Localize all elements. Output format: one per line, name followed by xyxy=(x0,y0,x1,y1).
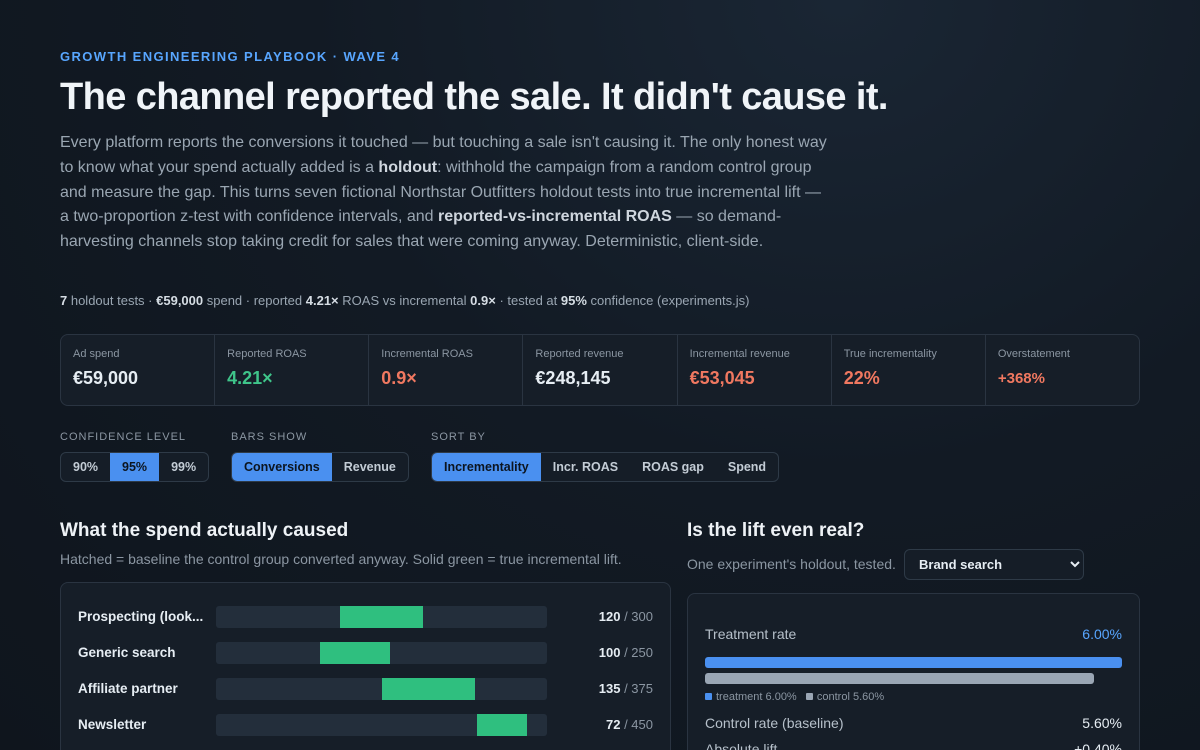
channel-count: 72 / 450 xyxy=(605,717,653,732)
control-bar xyxy=(705,673,1094,684)
legend-treatment: treatment 6.00% xyxy=(716,691,797,703)
lift-panel: Treatment rate 6.00% treatment 6.00% con… xyxy=(687,593,1140,750)
treatment-label: Treatment rate xyxy=(705,626,797,642)
stat-card: True incrementality 22% xyxy=(832,335,986,405)
stat-card: Incremental revenue €53,045 xyxy=(678,335,832,405)
treatment-bar xyxy=(705,657,1122,668)
channel-name: Prospecting (look... xyxy=(78,609,204,624)
caused-panel: Prospecting (look... 120 / 300 Generic sea… xyxy=(60,582,671,750)
lift-title: Is the lift even real? xyxy=(687,520,865,541)
bars-toggle: Conversions Revenue xyxy=(231,452,409,482)
channel-bar-track xyxy=(216,678,547,700)
incremental-lift-bar xyxy=(320,642,390,664)
control-row: Control rate (baseline) 5.60% xyxy=(705,715,1122,731)
sort-option[interactable]: Incr. ROAS xyxy=(541,453,630,481)
sort-option[interactable]: ROAS gap xyxy=(630,453,716,481)
incremental-lift-bar xyxy=(340,606,423,628)
channel-row: Generic search 100 / 250 xyxy=(78,642,653,664)
channel-name: Newsletter xyxy=(78,717,147,732)
control-label: Control rate (baseline) xyxy=(705,715,844,731)
lift-subtitle: One experiment's holdout, tested. xyxy=(687,556,896,572)
stat-label: Reported revenue xyxy=(535,348,624,360)
control-swatch xyxy=(805,693,813,700)
caused-subtitle: Hatched = baseline the control group con… xyxy=(60,551,622,567)
bars-show-option[interactable]: Conversions xyxy=(232,453,332,481)
stat-label: Reported ROAS xyxy=(227,348,307,360)
channel-count: 120 / 300 xyxy=(598,609,653,624)
sort-option[interactable]: Incrementality xyxy=(432,453,541,481)
stat-value: 4.21× xyxy=(227,368,273,388)
stat-card: Reported revenue €248,145 xyxy=(523,335,678,405)
sort-label: SORT BY xyxy=(431,431,486,443)
stat-value: €53,045 xyxy=(689,368,755,388)
confidence-option[interactable]: 99% xyxy=(159,453,208,481)
stat-label: True incrementality xyxy=(843,348,937,360)
channel-bar-track xyxy=(216,606,547,628)
stat-value: €248,145 xyxy=(535,368,611,388)
channel-name: Affiliate partner xyxy=(78,681,178,696)
confidence-option[interactable]: 90% xyxy=(61,453,110,481)
channel-count: 135 / 375 xyxy=(598,681,653,696)
stat-value: 0.9× xyxy=(381,368,417,388)
channel-row: Affiliate partner 135 / 375 xyxy=(78,678,653,700)
channel-name: Generic search xyxy=(78,645,176,660)
channel-bar-track xyxy=(216,642,547,664)
sort-option[interactable]: Spend xyxy=(716,453,778,481)
legend-control: control 5.60% xyxy=(816,691,885,703)
confidence-toggle: 90% 95% 99% xyxy=(60,452,210,482)
confidence-label: CONFIDENCE LEVEL xyxy=(60,431,187,443)
bars-label: BARS SHOW xyxy=(231,431,308,443)
stats-strip: Ad spend €59,000 Reported ROAS 4.21× Increme… xyxy=(60,334,1140,406)
stat-label: Overstatement xyxy=(997,348,1070,360)
incremental-lift-bar xyxy=(477,714,527,736)
treatment-value: 6.00% xyxy=(1082,626,1122,642)
rate-legend: treatment 6.00% control 5.60% xyxy=(705,691,884,703)
treatment-swatch xyxy=(705,693,712,700)
sort-toggle: Incrementality Incr. ROAS ROAS gap Spend xyxy=(431,452,780,482)
lift-value: +0.40% xyxy=(1074,741,1122,750)
stat-card: Reported ROAS 4.21× xyxy=(215,335,370,405)
control-value: 5.60% xyxy=(1082,715,1122,731)
lift-label: Absolute lift xyxy=(705,741,778,750)
stat-value: +368% xyxy=(997,370,1045,387)
incremental-lift-bar xyxy=(382,678,475,700)
stat-value: €59,000 xyxy=(73,368,139,388)
summary-meta: 7 holdout tests · €59,000 spend · report… xyxy=(60,293,750,308)
channel-row: Prospecting (look... 120 / 300 xyxy=(78,606,653,628)
lift-row: Absolute lift +0.40% xyxy=(705,741,1122,750)
channel-count: 100 / 250 xyxy=(598,645,653,660)
intro-paragraph: Every platform reports the conversions i… xyxy=(60,134,827,251)
stat-card: Incremental ROAS 0.9× xyxy=(369,335,524,405)
channel-row: Newsletter 72 / 450 xyxy=(78,714,653,736)
bars-show-option[interactable]: Revenue xyxy=(332,453,408,481)
confidence-option[interactable]: 95% xyxy=(110,453,160,481)
stat-label: Ad spend xyxy=(73,348,120,360)
stat-label: Incremental ROAS xyxy=(381,348,473,360)
stat-label: Incremental revenue xyxy=(689,348,790,360)
treatment-row: Treatment rate 6.00% xyxy=(705,626,1122,642)
stat-value: 22% xyxy=(843,368,880,388)
page-title: The channel reported the sale. It didn't… xyxy=(60,76,888,118)
caused-title: What the spend actually caused xyxy=(60,520,349,541)
channel-bar-track xyxy=(216,714,547,736)
stat-card: Overstatement +368% xyxy=(986,335,1139,405)
stat-card: Ad spend €59,000 xyxy=(61,335,216,405)
eyebrow: GROWTH ENGINEERING PLAYBOOK · WAVE 4 xyxy=(60,49,401,64)
experiment-select[interactable]: Brand search xyxy=(904,549,1084,580)
